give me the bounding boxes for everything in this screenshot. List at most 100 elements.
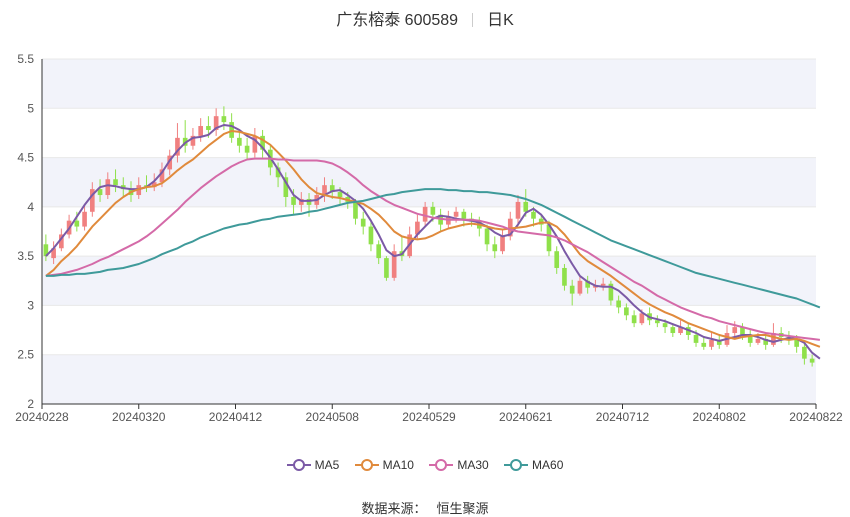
legend-item-ma60[interactable]: MA60: [504, 458, 563, 472]
candle-body: [51, 248, 56, 259]
candle-body: [755, 338, 761, 343]
candle-body: [113, 179, 118, 186]
y-tick-label: 4: [27, 200, 34, 214]
candle-body: [59, 234, 64, 249]
plot-bands: [42, 59, 816, 404]
x-tick-label: 20240529: [402, 410, 456, 424]
source-label: 数据来源：: [361, 501, 427, 516]
candle-body: [771, 333, 776, 345]
candle-body: [206, 126, 211, 130]
chart-title: 广东榕泰 600589 日K: [0, 6, 850, 30]
candle-body: [802, 346, 807, 359]
candle-body: [322, 185, 327, 196]
candle-body: [616, 300, 621, 308]
candle-body: [422, 206, 428, 222]
candle-body: [608, 283, 614, 301]
candle-body: [515, 201, 521, 219]
candle-body: [198, 126, 203, 136]
x-tick-label: 20240508: [306, 410, 360, 424]
candle-body: [151, 182, 157, 188]
legend-item-ma10[interactable]: MA10: [354, 458, 414, 472]
plot-band: [42, 157, 816, 207]
candle-body: [237, 137, 242, 146]
candle-body: [159, 169, 165, 183]
candle-body: [430, 206, 436, 215]
line-ma60: [45, 188, 821, 309]
x-axis: 20240228 20240320 20240412 20240508 20240529…: [15, 403, 843, 424]
candle-body: [306, 198, 312, 205]
plot-band: [42, 256, 816, 306]
candle-body: [360, 218, 366, 227]
x-tick-label: 20240320: [112, 410, 166, 424]
x-tick-label: 20240228: [15, 410, 69, 424]
candle-body: [662, 323, 668, 328]
legend-item-ma5[interactable]: MA5: [286, 458, 340, 472]
candle-body: [732, 327, 738, 334]
x-tick-label: 20240822: [789, 410, 843, 424]
y-tick-label: 3.5: [17, 249, 34, 263]
candle-body: [43, 244, 49, 257]
candle-body: [167, 155, 173, 170]
x-tick-label: 20240412: [209, 410, 263, 424]
candle-body: [484, 228, 490, 245]
candle-body: [740, 327, 745, 335]
candle-body: [244, 145, 250, 153]
data-source: 数据来源： 恒生聚源: [0, 498, 850, 517]
title-divider: [472, 13, 474, 27]
candle-body: [624, 307, 629, 316]
candle-body: [105, 179, 111, 196]
candle-body: [670, 327, 676, 334]
x-tick-label: 20240712: [596, 410, 650, 424]
y-tick-label: 5.5: [17, 52, 34, 66]
gridlines: [42, 58, 816, 405]
legend: MA5 MA10 MA30 MA60: [0, 458, 850, 474]
candle-body: [275, 167, 281, 178]
line-ma10: [45, 130, 821, 348]
y-tick-label: 2: [27, 397, 34, 411]
candle-body: [97, 189, 103, 196]
candle-body: [461, 211, 467, 219]
x-tick-label: 20240621: [499, 410, 553, 424]
plot-band: [42, 354, 816, 404]
candle-body: [415, 221, 420, 235]
candle-body: [213, 116, 219, 130]
candle-body: [554, 251, 560, 268]
candle-body: [260, 135, 265, 150]
candle-body: [376, 244, 382, 259]
candle-body: [747, 335, 753, 343]
candle-body: [678, 327, 683, 334]
legend-item-ma30[interactable]: MA30: [429, 458, 489, 472]
y-axis: 2 2.5 3 3.5 4 4.5 5 5.5: [17, 52, 43, 411]
candle-body: [368, 226, 374, 245]
candle-body: [298, 198, 304, 205]
moving-average-lines: [45, 124, 821, 360]
candle-body: [709, 339, 714, 347]
candle-body: [546, 224, 552, 252]
candle-body: [631, 315, 637, 324]
candle-body: [639, 313, 645, 324]
plot-band: [42, 59, 816, 109]
candle-body: [229, 122, 234, 138]
legend-label-ma10: MA10: [382, 458, 414, 472]
legend-label-ma5: MA5: [314, 458, 340, 472]
candle-body: [701, 342, 707, 347]
candle-body: [190, 135, 196, 146]
candle-body: [291, 197, 296, 205]
candle-body: [82, 211, 87, 227]
candle-body: [569, 285, 575, 294]
candle-body: [523, 201, 529, 212]
y-tick-label: 5: [27, 101, 34, 115]
candle-body: [252, 135, 258, 153]
candle-body: [74, 220, 80, 227]
candle-body: [600, 283, 606, 286]
candle-body: [500, 236, 505, 252]
candle-body: [391, 251, 397, 278]
period-label: 日K: [487, 12, 514, 29]
line-ma30: [45, 157, 821, 341]
candle-body: [353, 201, 358, 219]
candle-body: [693, 335, 699, 343]
candle-body: [453, 211, 459, 217]
candle-body: [175, 137, 180, 156]
y-tick-label: 3: [27, 298, 34, 312]
